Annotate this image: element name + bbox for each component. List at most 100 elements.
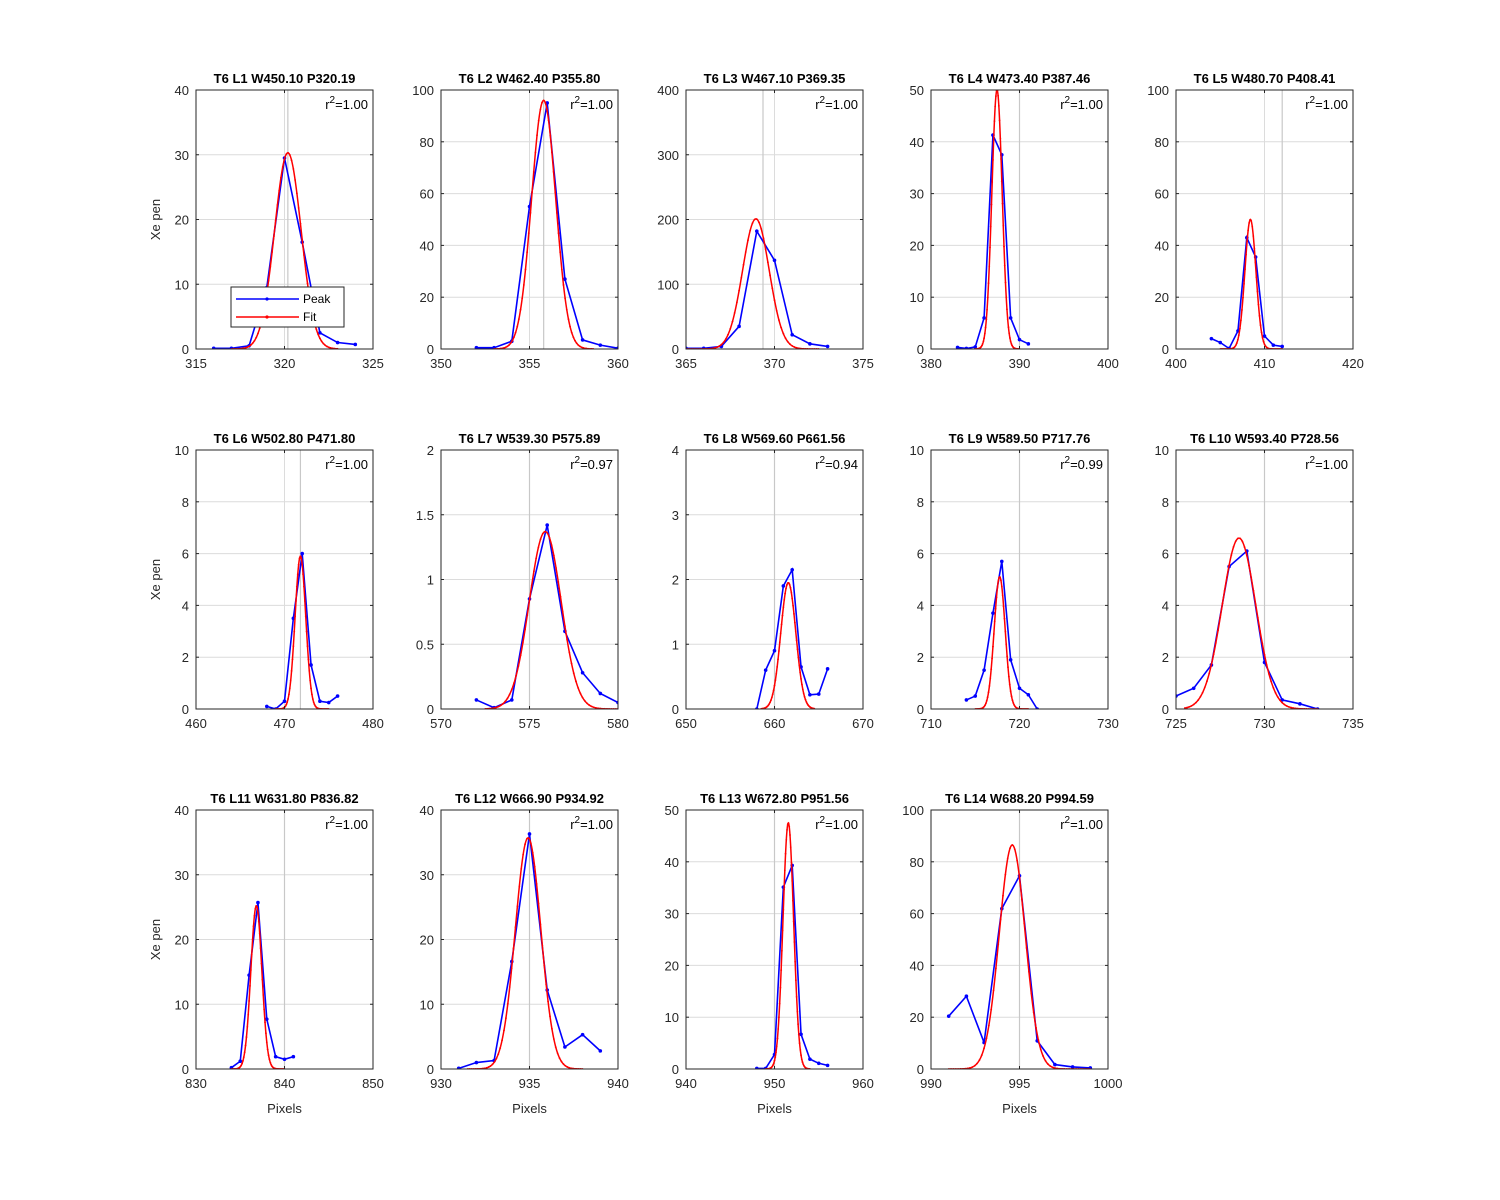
fit-point [526, 251, 529, 253]
fit-point [292, 167, 295, 170]
fit-point [1243, 546, 1246, 549]
fit-point [983, 705, 985, 708]
peak-point [563, 1045, 567, 1049]
fit-point [292, 645, 295, 648]
fit-point [1214, 642, 1217, 644]
fit-point [297, 563, 300, 566]
fit-point [560, 268, 563, 271]
fit-point [524, 843, 526, 846]
x-tick-label: 355 [519, 356, 541, 371]
fit-point [713, 347, 716, 349]
fit-point [984, 326, 987, 329]
fit-point [797, 656, 800, 659]
fit-point [252, 925, 255, 928]
r-squared-label: r2=1.00 [815, 95, 858, 112]
fit-point [998, 119, 1001, 122]
fit-point [541, 101, 543, 104]
fit-point [521, 642, 524, 644]
x-tick-label: 710 [920, 716, 942, 731]
tick-labels: 365 370 375 0 100 200 300 400 [657, 83, 874, 371]
fit-point [772, 1064, 774, 1066]
fit-point [791, 344, 794, 347]
fit-point [566, 638, 569, 641]
fit-point [247, 1013, 250, 1016]
y-tick-label: 40 [175, 803, 189, 818]
y-tick-label: 100 [902, 803, 924, 818]
y-tick-label: 1 [427, 573, 434, 588]
peak-point [1280, 344, 1284, 349]
fit-point [1255, 276, 1258, 279]
fit-point [509, 342, 512, 345]
fit-point [781, 614, 784, 617]
x-tick-label: 575 [519, 716, 541, 731]
fit-point [274, 219, 277, 222]
fit-point [263, 1008, 266, 1011]
y-tick-label: 0 [917, 342, 924, 357]
peak-point [1070, 1065, 1075, 1069]
fit-point [744, 251, 747, 253]
y-tick-label: 20 [420, 290, 434, 305]
fit-point [790, 591, 793, 594]
fit-point [265, 1032, 267, 1035]
subplot-10: 725 730 735 0 2 4 6 8 10 T6 L10 W593.40 P728.56 r2… [1155, 431, 1364, 731]
fit-point [735, 301, 738, 304]
fit-point [1237, 537, 1239, 540]
y-tick-label: 50 [910, 83, 924, 98]
fit-point [1221, 602, 1224, 605]
y-tick-label: 0 [917, 1062, 924, 1077]
fit-point [261, 978, 264, 981]
r-squared-label: r2=1.00 [1060, 815, 1103, 832]
fit-point [557, 232, 560, 234]
peak-point [510, 698, 514, 702]
fit-point [989, 225, 992, 228]
fit-point [554, 191, 557, 194]
fit-point [1246, 240, 1248, 243]
fit-point [526, 614, 529, 616]
peak-point [580, 338, 585, 342]
x-tick-label: 365 [675, 356, 697, 371]
subplot-9: 710 720 730 0 2 4 6 8 10 T6 L9 W589.50 P717.76 r2=… [910, 431, 1119, 731]
fit-point [513, 682, 515, 684]
fit-point [1238, 327, 1241, 330]
tick-labels: 930 935 940 0 10 20 30 40 [420, 803, 629, 1091]
peak-point [799, 1032, 803, 1037]
x-tick-label: 460 [185, 716, 207, 731]
peak-point [1000, 559, 1004, 564]
fit-point [983, 1047, 985, 1049]
tick-labels: 570 575 580 0 0.5 1 1.5 2 [416, 443, 629, 731]
fit-point [792, 899, 794, 902]
fit-point [501, 1039, 503, 1042]
fit-point [1228, 564, 1230, 567]
x-tick-label: 930 [430, 1076, 452, 1091]
y-tick-label: 0 [672, 1062, 679, 1077]
fit-point [269, 266, 272, 268]
r-squared-label: r2=1.00 [570, 815, 613, 832]
fit-point [244, 1044, 247, 1047]
fit-point [791, 597, 794, 600]
y-tick-label: 0 [1162, 702, 1169, 717]
fit-point [549, 1015, 551, 1018]
peak-point [1008, 657, 1013, 662]
fit-point [242, 1060, 244, 1062]
fit-point [491, 1063, 494, 1066]
fit-point [749, 229, 752, 232]
peak-point [816, 1061, 821, 1066]
fit-point [558, 1057, 561, 1060]
fit-point [794, 979, 797, 982]
fit-point [239, 1065, 242, 1068]
fit-point [793, 621, 796, 624]
fit-point [1020, 898, 1023, 901]
peak-point [238, 1059, 243, 1064]
x-tick-label: 360 [607, 356, 629, 371]
y-tick-label: 4 [1162, 598, 1169, 613]
y-tick-label: 0 [427, 702, 434, 717]
fit-point [1251, 225, 1254, 228]
fit-point [517, 665, 520, 667]
fit-point [241, 1062, 243, 1065]
y-tick-label: 200 [657, 213, 679, 228]
x-axis-label: Pixels [512, 1101, 547, 1116]
series-group [755, 567, 830, 709]
fit-point [248, 1000, 251, 1002]
r-squared-label: r2=1.00 [325, 95, 368, 112]
fit-point [985, 699, 988, 702]
